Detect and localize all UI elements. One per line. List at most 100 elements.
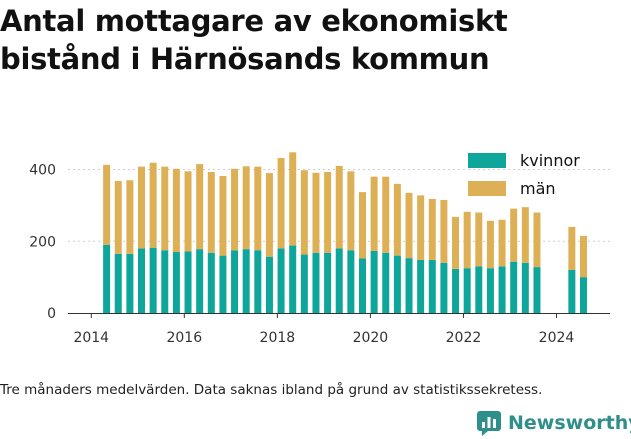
bar-kvinnor: [172, 252, 180, 313]
bar-man: [463, 211, 471, 269]
bar-kvinnor: [568, 269, 576, 313]
bar-kvinnor: [184, 251, 192, 313]
x-tick-label: 2014: [73, 330, 109, 346]
bar-kvinnor: [358, 258, 366, 313]
bar-kvinnor: [126, 253, 134, 313]
stacked-bar-chart: 0 200 400 2014 2016 2018 2020 2022 2024 kvinnor…: [29, 151, 610, 346]
bar-man: [475, 212, 483, 267]
bar-kvinnor: [312, 252, 320, 313]
bar-man: [521, 207, 529, 263]
bar-kvinnor: [254, 250, 262, 313]
bar-kvinnor: [196, 249, 204, 313]
bar-man: [265, 173, 273, 257]
bar-kvinnor: [382, 252, 390, 313]
x-tick-label: 2016: [166, 330, 202, 346]
bar-kvinnor: [452, 268, 460, 313]
bar-man: [579, 235, 587, 278]
bar-kvinnor: [475, 266, 483, 313]
bar-kvinnor: [161, 250, 169, 313]
y-tick-label: 200: [29, 234, 56, 250]
bar-kvinnor: [219, 255, 227, 313]
bar-kvinnor: [510, 261, 518, 313]
bar-kvinnor: [486, 268, 494, 313]
bar-man: [103, 164, 111, 245]
bar-kvinnor: [114, 253, 122, 313]
bar-man: [498, 219, 506, 267]
bar-kvinnor: [231, 250, 239, 313]
x-axis-ticks: 2014 2016 2018 2020 2022 2024: [73, 313, 574, 346]
bar-man: [161, 166, 169, 251]
bar-kvinnor: [370, 250, 378, 313]
bar-kvinnor: [265, 256, 273, 313]
chart-title: Antal mottagare av ekonomiskt bistånd i …: [0, 4, 508, 76]
bar-man: [300, 170, 308, 255]
bar-kvinnor: [417, 259, 425, 313]
bar-man: [277, 158, 285, 249]
bar-kvinnor: [207, 252, 215, 313]
x-tick-label: 2022: [446, 330, 482, 346]
bar-kvinnor: [533, 267, 541, 313]
bar-man: [405, 192, 413, 259]
bar-man: [312, 172, 320, 253]
bar-kvinnor: [440, 262, 448, 313]
bar-kvinnor: [324, 252, 332, 313]
bar-man: [486, 220, 494, 269]
bar-man: [138, 166, 146, 249]
bar-man: [324, 172, 332, 253]
bar-kvinnor: [277, 248, 285, 313]
legend-label: män: [520, 179, 556, 198]
chart-caption: Tre månaders medelvärden. Data saknas ib…: [0, 382, 543, 398]
x-tick-label: 2020: [353, 330, 389, 346]
bar-man: [196, 164, 204, 250]
bar-man: [114, 181, 122, 254]
newsworthy-bar-chart-icon: [477, 411, 501, 436]
bar-kvinnor: [498, 266, 506, 313]
bar-man: [370, 176, 378, 251]
bar-kvinnor: [463, 268, 471, 313]
bar-kvinnor: [428, 259, 436, 313]
bar-man: [289, 152, 297, 246]
legend: kvinnor män: [468, 151, 580, 198]
legend-swatch-man: [468, 181, 506, 196]
bar-kvinnor: [579, 277, 587, 313]
bar-man: [347, 171, 355, 251]
bar-man: [231, 168, 239, 251]
legend-swatch-kvinnor: [468, 153, 506, 168]
newsworthy-logo: Newsworthy: [476, 408, 631, 438]
bar-kvinnor: [335, 248, 343, 313]
bar-kvinnor: [393, 255, 401, 313]
bar-man: [335, 165, 343, 249]
bar-man: [219, 175, 227, 256]
y-axis-ticks: 0 200 400: [29, 163, 56, 322]
x-tick-label: 2024: [539, 330, 575, 346]
logo-text: Newsworthy: [508, 412, 631, 434]
bar-man: [126, 180, 134, 254]
bar-man: [510, 208, 518, 262]
bar-man: [149, 162, 157, 248]
bar-kvinnor: [242, 249, 250, 313]
bar-man: [440, 200, 448, 263]
bar-kvinnor: [138, 248, 146, 313]
bar-man: [254, 166, 262, 251]
bar-man: [568, 226, 576, 270]
bar-man: [452, 216, 460, 269]
legend-label: kvinnor: [520, 151, 580, 170]
x-tick-label: 2018: [260, 330, 296, 346]
bar-kvinnor: [300, 254, 308, 313]
bars: [103, 152, 587, 313]
bar-man: [242, 166, 250, 250]
bar-man: [533, 212, 541, 268]
bar-man: [382, 176, 390, 253]
bar-kvinnor: [289, 245, 297, 313]
bar-kvinnor: [149, 247, 157, 313]
y-tick-label: 0: [47, 306, 56, 322]
bar-kvinnor: [347, 250, 355, 313]
bar-man: [393, 183, 401, 256]
y-tick-label: 400: [29, 163, 56, 179]
bar-kvinnor: [521, 262, 529, 313]
bar-man: [207, 172, 215, 253]
bar-man: [172, 168, 180, 253]
bar-man: [428, 198, 436, 260]
bar-man: [358, 192, 366, 259]
bar-man: [417, 195, 425, 260]
